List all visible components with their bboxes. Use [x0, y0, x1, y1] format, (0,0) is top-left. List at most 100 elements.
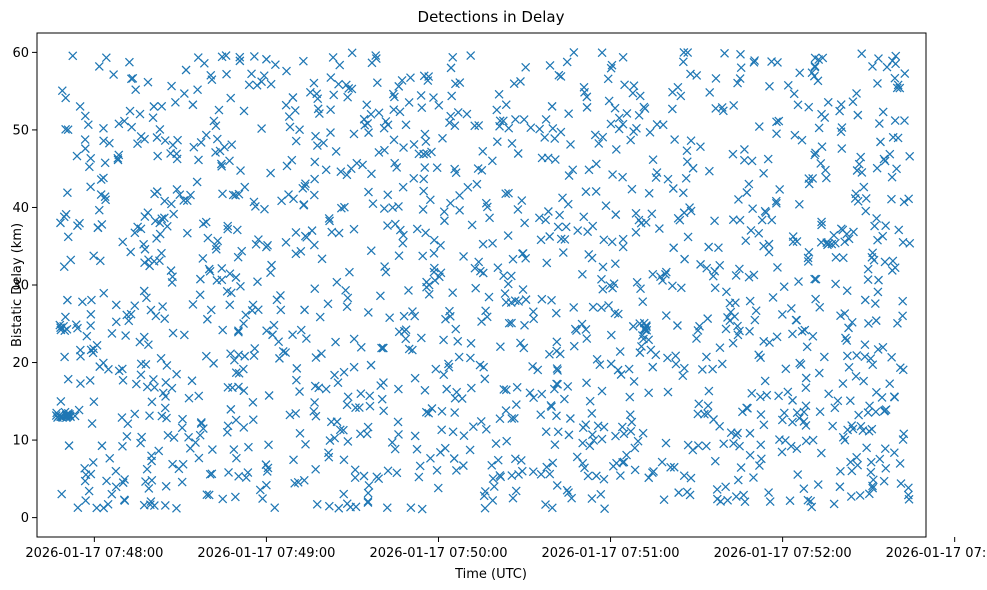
data-point [513, 149, 523, 158]
data-point [569, 48, 579, 57]
data-point [556, 234, 566, 244]
data-point [267, 260, 277, 270]
data-point [119, 116, 129, 126]
data-point [341, 285, 351, 295]
data-point [814, 55, 824, 65]
data-point [565, 414, 575, 423]
data-point [226, 349, 236, 359]
data-point [795, 358, 805, 368]
data-point [157, 101, 167, 111]
data-point [861, 206, 871, 216]
data-point [757, 215, 767, 225]
data-point [157, 411, 167, 421]
data-point [733, 78, 743, 88]
data-point [578, 438, 588, 448]
data-point [204, 490, 214, 500]
data-point [638, 297, 648, 307]
data-point [801, 373, 811, 383]
data-point [166, 266, 176, 276]
data-point [736, 49, 745, 59]
data-point [298, 56, 308, 66]
data-point [143, 340, 153, 350]
data-point [578, 458, 588, 468]
data-point [615, 471, 625, 480]
data-point [519, 343, 529, 353]
data-point [648, 155, 658, 165]
data-point [339, 367, 349, 377]
data-point [77, 297, 87, 307]
data-point [754, 122, 764, 132]
data-point [440, 443, 450, 453]
data-point [754, 228, 764, 238]
data-point [861, 194, 871, 203]
data-point [608, 170, 617, 179]
data-point [206, 70, 216, 80]
data-point [659, 495, 669, 505]
data-point [591, 187, 601, 196]
data-point [235, 52, 245, 62]
data-point [873, 78, 882, 88]
data-point [564, 488, 573, 497]
data-point [389, 135, 399, 145]
data-point [398, 238, 408, 248]
data-points [51, 48, 915, 514]
data-point [854, 159, 864, 169]
data-point [634, 110, 644, 120]
data-point [678, 371, 688, 381]
data-point [360, 120, 370, 130]
data-point [296, 246, 306, 256]
data-point [80, 144, 90, 154]
data-point [842, 286, 852, 296]
data-point [587, 408, 597, 418]
data-point [723, 312, 732, 322]
data-point [720, 48, 729, 58]
data-point [845, 396, 855, 406]
data-point [410, 311, 420, 321]
data-point [708, 271, 718, 281]
data-point [507, 414, 517, 424]
data-point [578, 423, 588, 433]
data-point [388, 89, 398, 99]
data-point [730, 312, 740, 322]
data-point [326, 128, 335, 138]
data-point [450, 79, 460, 89]
data-point [543, 207, 553, 216]
data-point [788, 329, 797, 339]
data-point [501, 385, 511, 395]
data-point [253, 235, 263, 245]
data-point [591, 159, 601, 169]
data-point [898, 296, 908, 306]
data-point [439, 335, 448, 345]
data-point [610, 259, 620, 269]
data-point [872, 214, 882, 223]
data-point [675, 215, 685, 225]
data-point [366, 109, 376, 119]
data-point [270, 503, 280, 513]
data-point [679, 208, 689, 218]
data-point [808, 331, 818, 341]
data-point [359, 471, 369, 481]
data-point [162, 221, 172, 231]
data-point [481, 306, 491, 316]
data-point [114, 150, 124, 160]
data-point [772, 129, 781, 139]
data-point [291, 375, 301, 385]
data-point [99, 136, 109, 146]
data-point [696, 259, 705, 269]
data-point [536, 469, 546, 479]
data-point [890, 392, 900, 402]
data-point [816, 237, 826, 247]
data-point [661, 267, 671, 277]
data-point [326, 105, 336, 115]
data-point [817, 109, 826, 119]
data-point [157, 248, 166, 258]
data-point [339, 202, 349, 212]
data-point [701, 441, 711, 451]
data-point [728, 149, 738, 159]
data-point [301, 439, 310, 449]
data-point [556, 127, 566, 137]
data-point [528, 467, 538, 477]
data-point [614, 113, 624, 123]
data-point [261, 460, 271, 470]
data-point [81, 496, 91, 505]
